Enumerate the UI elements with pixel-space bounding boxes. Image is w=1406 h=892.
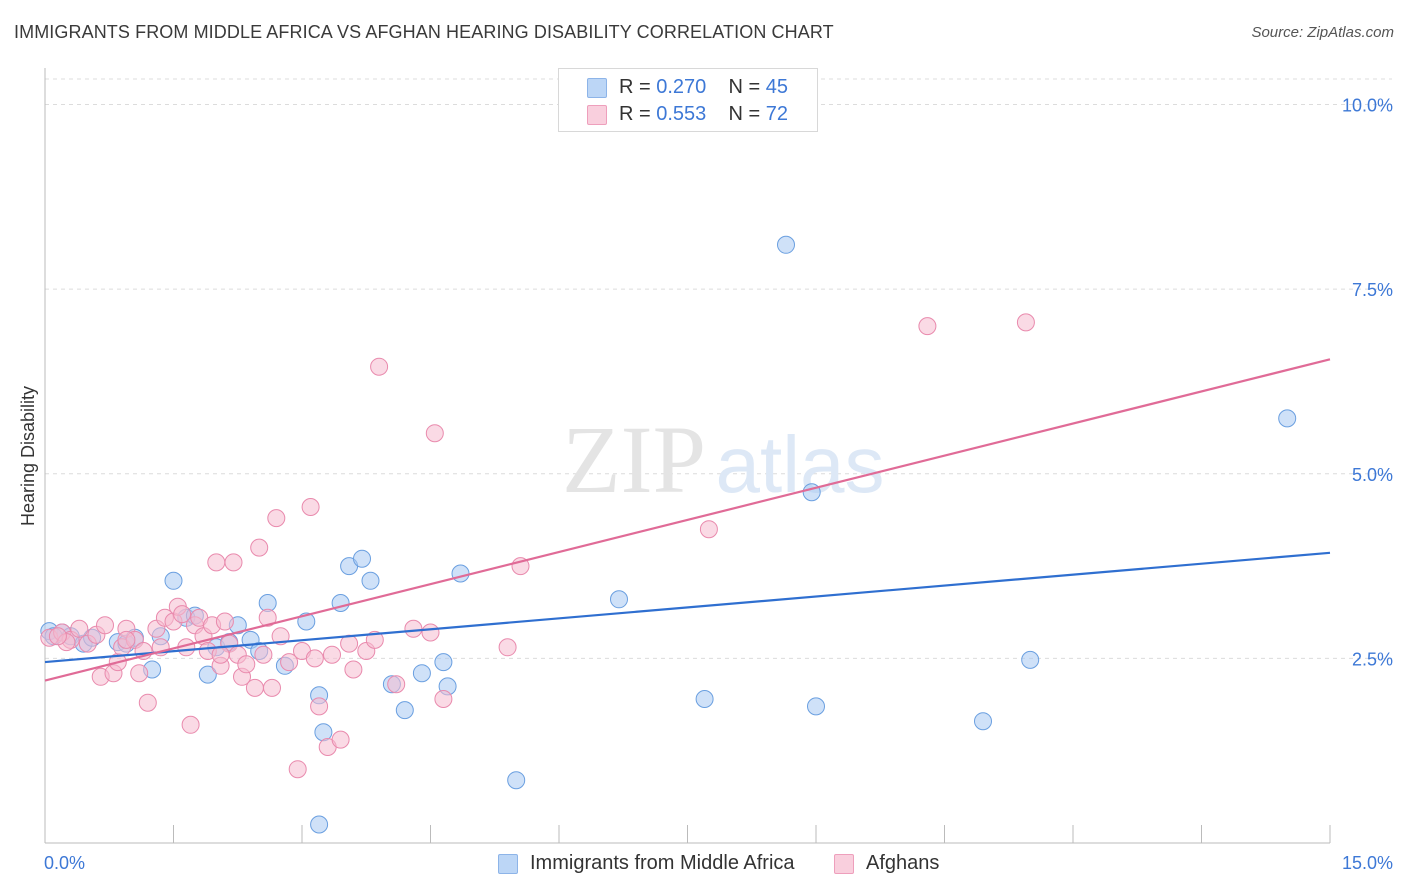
- n-label: N =: [728, 103, 766, 125]
- y-tick-label: 7.5%: [1352, 280, 1393, 300]
- x-tick-label: 0.0%: [44, 853, 85, 873]
- point-afghans: [421, 623, 440, 642]
- source-label: Source: ZipAtlas.com: [1251, 24, 1394, 41]
- point-afghans: [323, 645, 341, 664]
- point-afghans: [237, 655, 256, 674]
- point-afghans: [280, 653, 299, 672]
- point-middle-africa: [1278, 409, 1297, 428]
- point-afghans: [288, 760, 307, 779]
- point-middle-africa: [451, 564, 470, 583]
- point-afghans: [130, 664, 149, 683]
- chart-title: IMMIGRANTS FROM MIDDLE AFRICA VS AFGHAN …: [14, 22, 834, 42]
- blue-swatch: [498, 854, 518, 874]
- point-middle-africa: [164, 571, 183, 590]
- point-middle-africa: [434, 653, 453, 672]
- gridlines: [45, 78, 1392, 659]
- point-afghans: [1016, 313, 1035, 332]
- trend-line-middle-africa: [44, 551, 1331, 664]
- pink-swatch: [834, 854, 854, 874]
- point-middle-africa: [353, 549, 371, 568]
- point-middle-africa: [610, 590, 628, 609]
- point-afghans: [699, 520, 718, 539]
- point-middle-africa: [777, 235, 795, 254]
- data-points: [40, 235, 1297, 834]
- n-value: 72: [765, 103, 789, 125]
- watermark-atlas: atlas: [716, 420, 885, 509]
- point-afghans: [245, 678, 264, 697]
- pink-swatch: [587, 105, 607, 125]
- point-afghans: [425, 424, 444, 443]
- point-afghans: [138, 693, 157, 712]
- y-axis-label: Hearing Disability: [18, 386, 38, 526]
- point-afghans: [207, 553, 226, 572]
- r-label: R =: [619, 103, 657, 125]
- r-label: R =: [619, 76, 657, 98]
- point-middle-africa: [412, 664, 431, 683]
- point-afghans: [365, 630, 384, 649]
- point-middle-africa: [198, 665, 217, 684]
- stats-legend: R = 0.270 N = 45 R = 0.553 N = 72: [558, 68, 818, 132]
- point-afghans: [370, 357, 389, 376]
- point-afghans: [96, 616, 114, 635]
- y-tick-label: 10.0%: [1342, 96, 1393, 116]
- point-afghans: [173, 605, 192, 624]
- point-afghans: [344, 660, 363, 679]
- point-afghans: [331, 730, 350, 749]
- point-afghans: [918, 317, 937, 336]
- r-value: 0.553: [656, 103, 707, 125]
- point-afghans: [271, 627, 290, 646]
- y-tick-label: 5.0%: [1352, 465, 1393, 485]
- point-afghans: [305, 649, 324, 668]
- watermark-zip: ZIP: [562, 406, 706, 513]
- legend-label: Afghans: [866, 852, 940, 874]
- point-afghans: [340, 634, 359, 653]
- point-afghans: [258, 608, 277, 627]
- trend-lines: [44, 358, 1331, 682]
- point-afghans: [434, 690, 453, 708]
- point-afghans: [181, 715, 200, 734]
- point-middle-africa: [807, 697, 825, 716]
- blue-swatch: [587, 78, 607, 98]
- point-afghans: [224, 553, 243, 572]
- n-value: 45: [765, 76, 789, 98]
- point-middle-africa: [1021, 650, 1040, 669]
- y-tick-label: 2.5%: [1352, 649, 1393, 669]
- point-afghans: [215, 612, 234, 631]
- legend-label: Immigrants from Middle Africa: [530, 852, 795, 874]
- n-label: N =: [728, 76, 766, 98]
- point-middle-africa: [361, 571, 380, 590]
- point-afghans: [48, 627, 67, 646]
- point-afghans: [387, 675, 406, 694]
- x-tick-label: 15.0%: [1342, 853, 1393, 873]
- axes: [44, 68, 1331, 844]
- point-middle-africa: [507, 771, 526, 790]
- point-afghans: [70, 619, 89, 638]
- point-afghans: [301, 498, 320, 516]
- tick-labels: 2.5% 5.0% 7.5% 10.0% 0.0% 15.0%: [44, 96, 1393, 873]
- r-value: 0.270: [656, 76, 707, 98]
- point-middle-africa: [395, 701, 414, 720]
- point-middle-africa: [974, 712, 992, 731]
- point-afghans: [404, 619, 423, 638]
- point-afghans: [310, 697, 329, 716]
- point-afghans: [498, 638, 517, 657]
- point-afghans: [250, 538, 269, 557]
- point-afghans: [117, 630, 136, 649]
- point-afghans: [267, 509, 286, 528]
- trend-line-afghans: [44, 358, 1331, 682]
- point-middle-africa: [695, 690, 714, 708]
- point-middle-africa: [314, 723, 333, 742]
- point-afghans: [254, 645, 273, 664]
- point-middle-africa: [802, 483, 821, 502]
- point-middle-africa: [310, 815, 329, 834]
- point-afghans: [263, 678, 281, 697]
